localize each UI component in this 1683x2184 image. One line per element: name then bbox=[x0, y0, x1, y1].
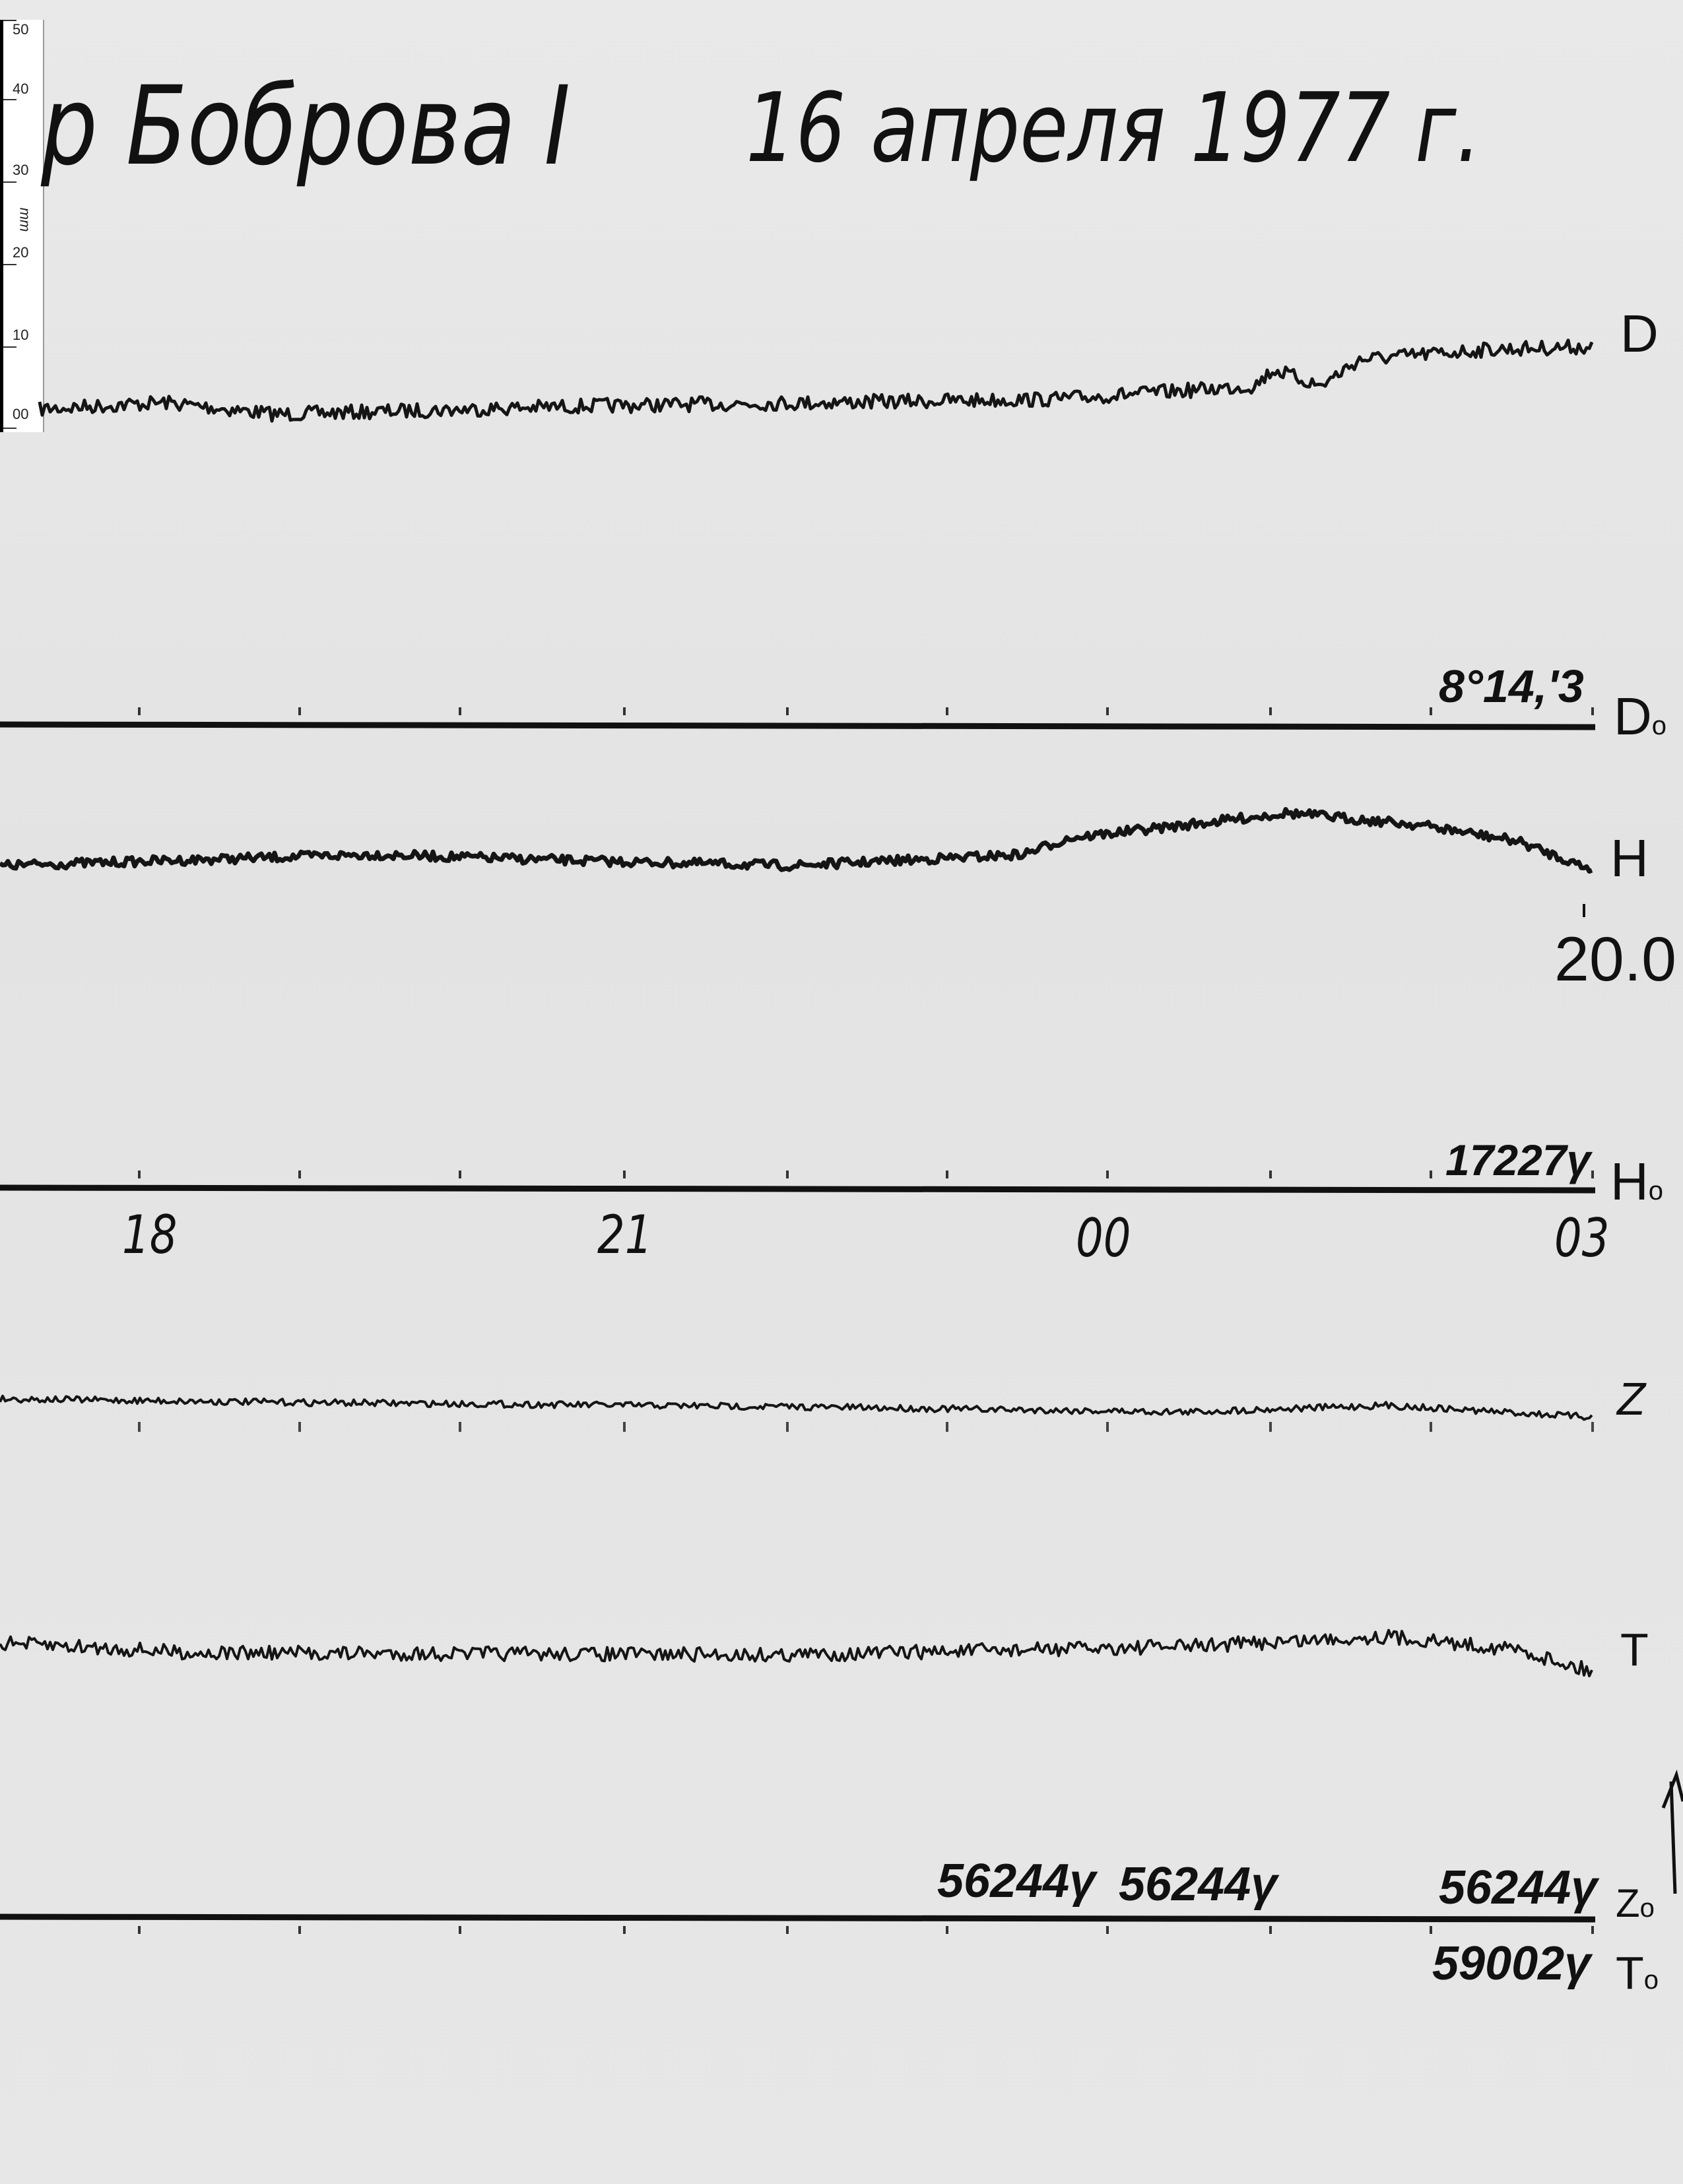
trace-label-d: D bbox=[1620, 304, 1659, 363]
d0-label: Do bbox=[1614, 686, 1666, 747]
h0-value: 17227γ bbox=[1445, 1136, 1591, 1184]
trace-label-z: Z bbox=[1617, 1373, 1645, 1425]
time-label-18: 18 bbox=[122, 1204, 178, 1266]
t0-subscript: o bbox=[1643, 1966, 1659, 1995]
ruler-label: 00 bbox=[13, 406, 29, 422]
trace-d bbox=[38, 338, 1594, 423]
ruler-label: 10 bbox=[13, 327, 29, 343]
t0-label: To bbox=[1616, 1946, 1659, 1999]
d0-subscript: o bbox=[1651, 711, 1667, 740]
trace-label-h: H bbox=[1610, 829, 1649, 887]
trace-t bbox=[0, 1628, 1593, 1677]
d0-letter: D bbox=[1614, 687, 1652, 746]
trace-h bbox=[0, 807, 1593, 874]
station-title: р Боброва I bbox=[41, 63, 571, 189]
h0-label: Ho bbox=[1610, 1151, 1663, 1212]
ruler-label: 20 bbox=[13, 244, 29, 261]
arrow-head-icon bbox=[1661, 1769, 1683, 1809]
ruler-label: 50 bbox=[13, 21, 29, 38]
h0-subscript: o bbox=[1648, 1176, 1664, 1205]
time-label-00: 00 bbox=[1076, 1207, 1131, 1269]
baseline-h0 bbox=[0, 1184, 1596, 1194]
z0-value-2: 56244γ bbox=[1119, 1858, 1278, 1911]
ruler-label: 40 bbox=[13, 80, 29, 97]
arrow-shaft bbox=[1669, 1781, 1677, 1894]
baseline-z0-t0 bbox=[0, 1913, 1596, 1923]
record-date: 16 апреля 1977 г. bbox=[746, 73, 1482, 184]
h-scale-value: 20.0 bbox=[1554, 924, 1676, 994]
trace-z bbox=[0, 1394, 1593, 1421]
z0-label: Zo bbox=[1616, 1880, 1655, 1926]
z0-value-1: 56244γ bbox=[937, 1855, 1096, 1908]
mm-scale-ruler: 50 40 30 mm 20 10 00 bbox=[0, 20, 44, 432]
z0-value-3: 56244γ bbox=[1439, 1861, 1598, 1914]
ruler-label: 30 bbox=[13, 162, 29, 178]
z0-subscript: o bbox=[1639, 1894, 1655, 1923]
time-label-03: 03 bbox=[1554, 1207, 1610, 1269]
time-label-21: 21 bbox=[597, 1204, 653, 1266]
trace-label-t: T bbox=[1620, 1624, 1649, 1675]
baseline-d0 bbox=[0, 721, 1596, 730]
t0-value: 59002γ bbox=[1432, 1937, 1591, 1990]
z0-letter: Z bbox=[1616, 1881, 1640, 1925]
h0-letter: H bbox=[1610, 1152, 1649, 1211]
d0-value: 8°14,'3 bbox=[1439, 660, 1584, 712]
t0-letter: T bbox=[1616, 1947, 1644, 1999]
